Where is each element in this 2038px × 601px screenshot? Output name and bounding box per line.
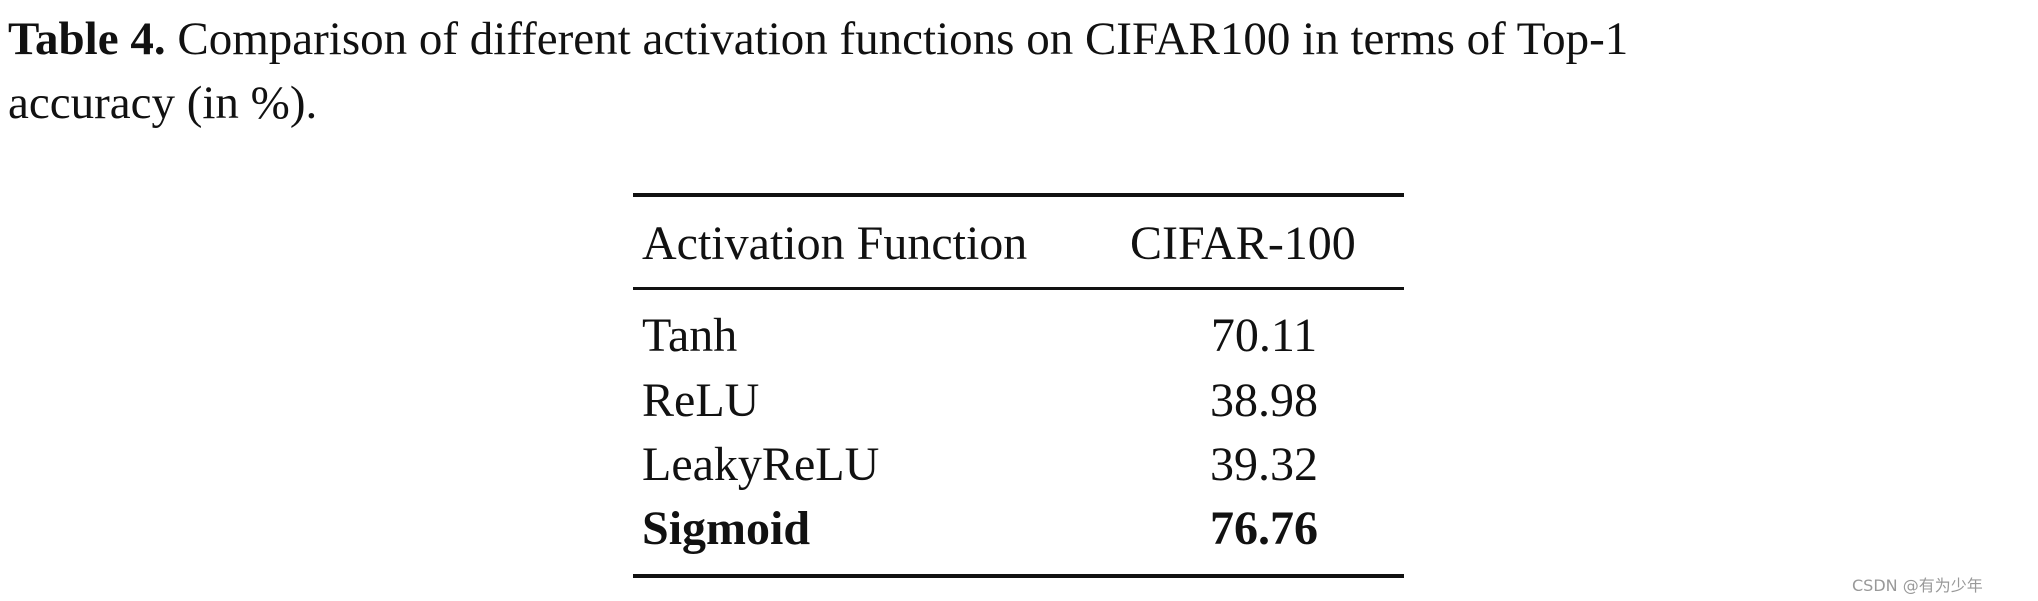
top-rule (633, 193, 1404, 197)
bottom-rule (633, 574, 1404, 578)
row-label: LeakyReLU (642, 438, 880, 491)
caption-text: Comparison of different activation funct… (177, 13, 1629, 65)
row-value: 39.32 (1210, 438, 1318, 491)
watermark: CSDN @有为少年 (1852, 576, 1983, 595)
caption-line: accuracy (in %). (8, 77, 318, 129)
mid-rule (633, 287, 1404, 290)
caption-line: Table 4. Comparison of different activat… (8, 16, 1628, 63)
header-cell: Activation Function (642, 217, 1028, 270)
row-label: Sigmoid (642, 502, 811, 555)
row-label: Tanh (642, 309, 738, 362)
header-cell: CIFAR-100 (1130, 217, 1356, 270)
row-label: ReLU (642, 374, 760, 427)
row-value: 76.76 (1210, 502, 1318, 555)
caption-label: Table 4. (8, 13, 166, 65)
row-value: 38.98 (1210, 374, 1318, 427)
row-value: 70.11 (1210, 309, 1318, 362)
